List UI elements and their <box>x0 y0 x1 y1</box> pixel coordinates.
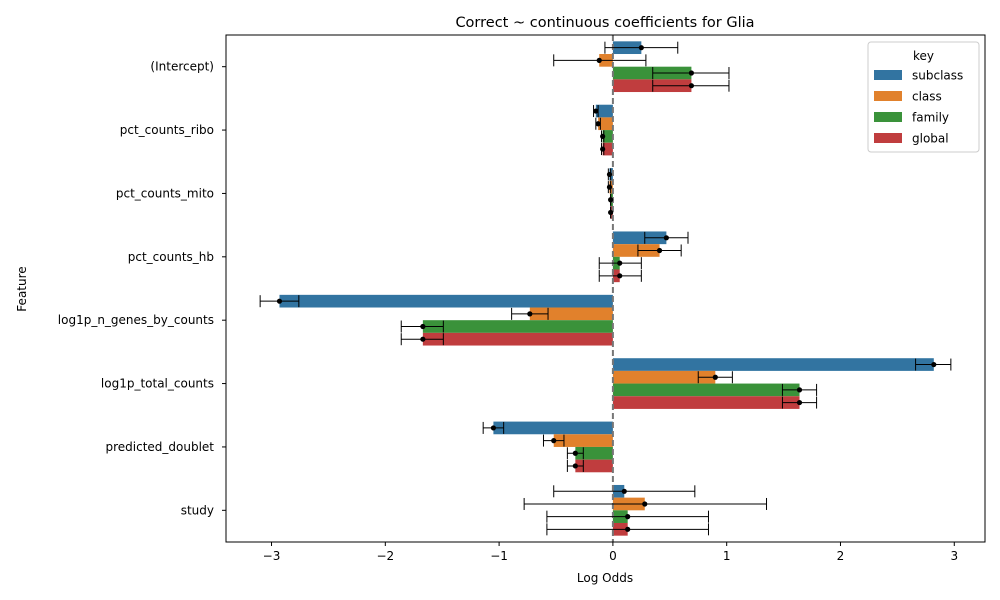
point-subclass-5 <box>931 361 937 368</box>
point-subclass-6 <box>490 425 497 431</box>
point-global-3 <box>617 273 623 279</box>
y-tick-label-6: predicted_doublet <box>105 440 214 454</box>
point-family-4 <box>420 323 426 330</box>
y-tick-label-3: pct_counts_hb <box>128 250 214 264</box>
point-family-0 <box>688 70 695 76</box>
point-class-1 <box>595 121 601 127</box>
point-global-6 <box>572 463 578 469</box>
legend-label-family: family <box>912 111 949 125</box>
bar-subclass-4 <box>279 294 613 308</box>
legend-label-global: global <box>912 132 949 146</box>
point-global-4 <box>420 336 426 342</box>
legend-swatch-class <box>874 91 902 101</box>
x-tick-label-5: 2 <box>837 549 845 563</box>
bar-class-5 <box>612 370 716 384</box>
point-class-7 <box>642 501 648 507</box>
point-global-0 <box>688 83 695 89</box>
bar-class-3 <box>612 244 660 257</box>
legend-box <box>867 41 980 153</box>
y-axis: (Intercept) pct_counts_ribo pct_counts_mit… <box>58 60 226 517</box>
bar-family-6 <box>575 446 613 460</box>
x-tick-label-6: 3 <box>950 549 958 563</box>
legend-label-subclass: subclass <box>912 69 963 83</box>
bar-class-6 <box>553 434 613 447</box>
point-family-1 <box>600 133 606 139</box>
point-global-7 <box>625 526 631 532</box>
bar-family-5 <box>612 383 800 397</box>
legend-swatch-subclass <box>874 70 902 80</box>
legend-label-class: class <box>912 90 942 104</box>
y-tick-label-7: study <box>181 503 214 517</box>
point-global-1 <box>600 146 606 152</box>
point-subclass-3 <box>663 235 669 241</box>
x-tick-label-4: 1 <box>723 549 731 563</box>
legend-swatch-family <box>874 112 902 122</box>
bar-global-1 <box>602 142 613 156</box>
point-subclass-4 <box>276 298 283 304</box>
point-class-4 <box>527 311 533 317</box>
point-subclass-2 <box>606 171 613 178</box>
x-tick-label-0: −3 <box>263 549 281 563</box>
bar-family-1 <box>602 130 613 143</box>
legend-items: subclass class family global <box>874 69 963 146</box>
bar-subclass-5 <box>612 358 934 371</box>
point-subclass-0 <box>638 45 644 51</box>
bar-class-1 <box>598 117 613 131</box>
bar-family-0 <box>612 66 692 80</box>
x-axis-label: Log Odds <box>577 571 633 585</box>
y-tick-label-0: (Intercept) <box>150 60 214 74</box>
errorbar-layer <box>259 41 952 536</box>
x-axis: −3 −2 −1 0 1 2 3 <box>263 542 958 563</box>
bar-subclass-1 <box>595 104 613 118</box>
point-subclass-7 <box>621 488 627 494</box>
point-family-6 <box>572 450 578 456</box>
bar-global-4 <box>422 332 613 346</box>
point-family-3 <box>617 260 623 266</box>
point-global-2 <box>608 209 614 216</box>
bar-global-6 <box>575 459 613 473</box>
bar-family-4 <box>422 320 613 333</box>
legend-title: key <box>913 49 934 63</box>
bars-layer <box>279 41 934 536</box>
point-class-2 <box>606 184 613 190</box>
bar-global-5 <box>612 396 800 409</box>
x-tick-label-3: 0 <box>609 549 617 563</box>
x-tick-label-2: −1 <box>490 549 508 563</box>
legend-swatch-global <box>874 133 902 143</box>
bar-subclass-3 <box>612 231 667 245</box>
point-class-0 <box>596 57 602 63</box>
bar-global-0 <box>612 79 692 93</box>
point-class-5 <box>712 374 718 380</box>
point-subclass-1 <box>593 108 599 114</box>
point-family-7 <box>625 514 631 520</box>
plot-frame <box>225 34 986 543</box>
legend: key subclass class family global <box>867 41 980 153</box>
chart-title: Correct ~ continuous coefficients for Gl… <box>455 15 754 31</box>
point-class-6 <box>551 438 557 444</box>
y-tick-label-2: pct_counts_mito <box>116 186 214 200</box>
point-global-5 <box>796 399 803 406</box>
y-tick-label-5: log1p_total_counts <box>101 377 214 391</box>
point-class-3 <box>656 247 663 254</box>
bar-class-4 <box>529 307 613 321</box>
y-tick-label-4: log1p_n_genes_by_counts <box>58 313 214 327</box>
x-tick-label-1: −2 <box>376 549 394 563</box>
bar-subclass-6 <box>493 421 613 435</box>
point-family-2 <box>608 197 614 203</box>
point-family-5 <box>796 387 803 393</box>
y-axis-label: Feature <box>15 266 29 311</box>
y-tick-label-1: pct_counts_ribo <box>120 123 214 137</box>
